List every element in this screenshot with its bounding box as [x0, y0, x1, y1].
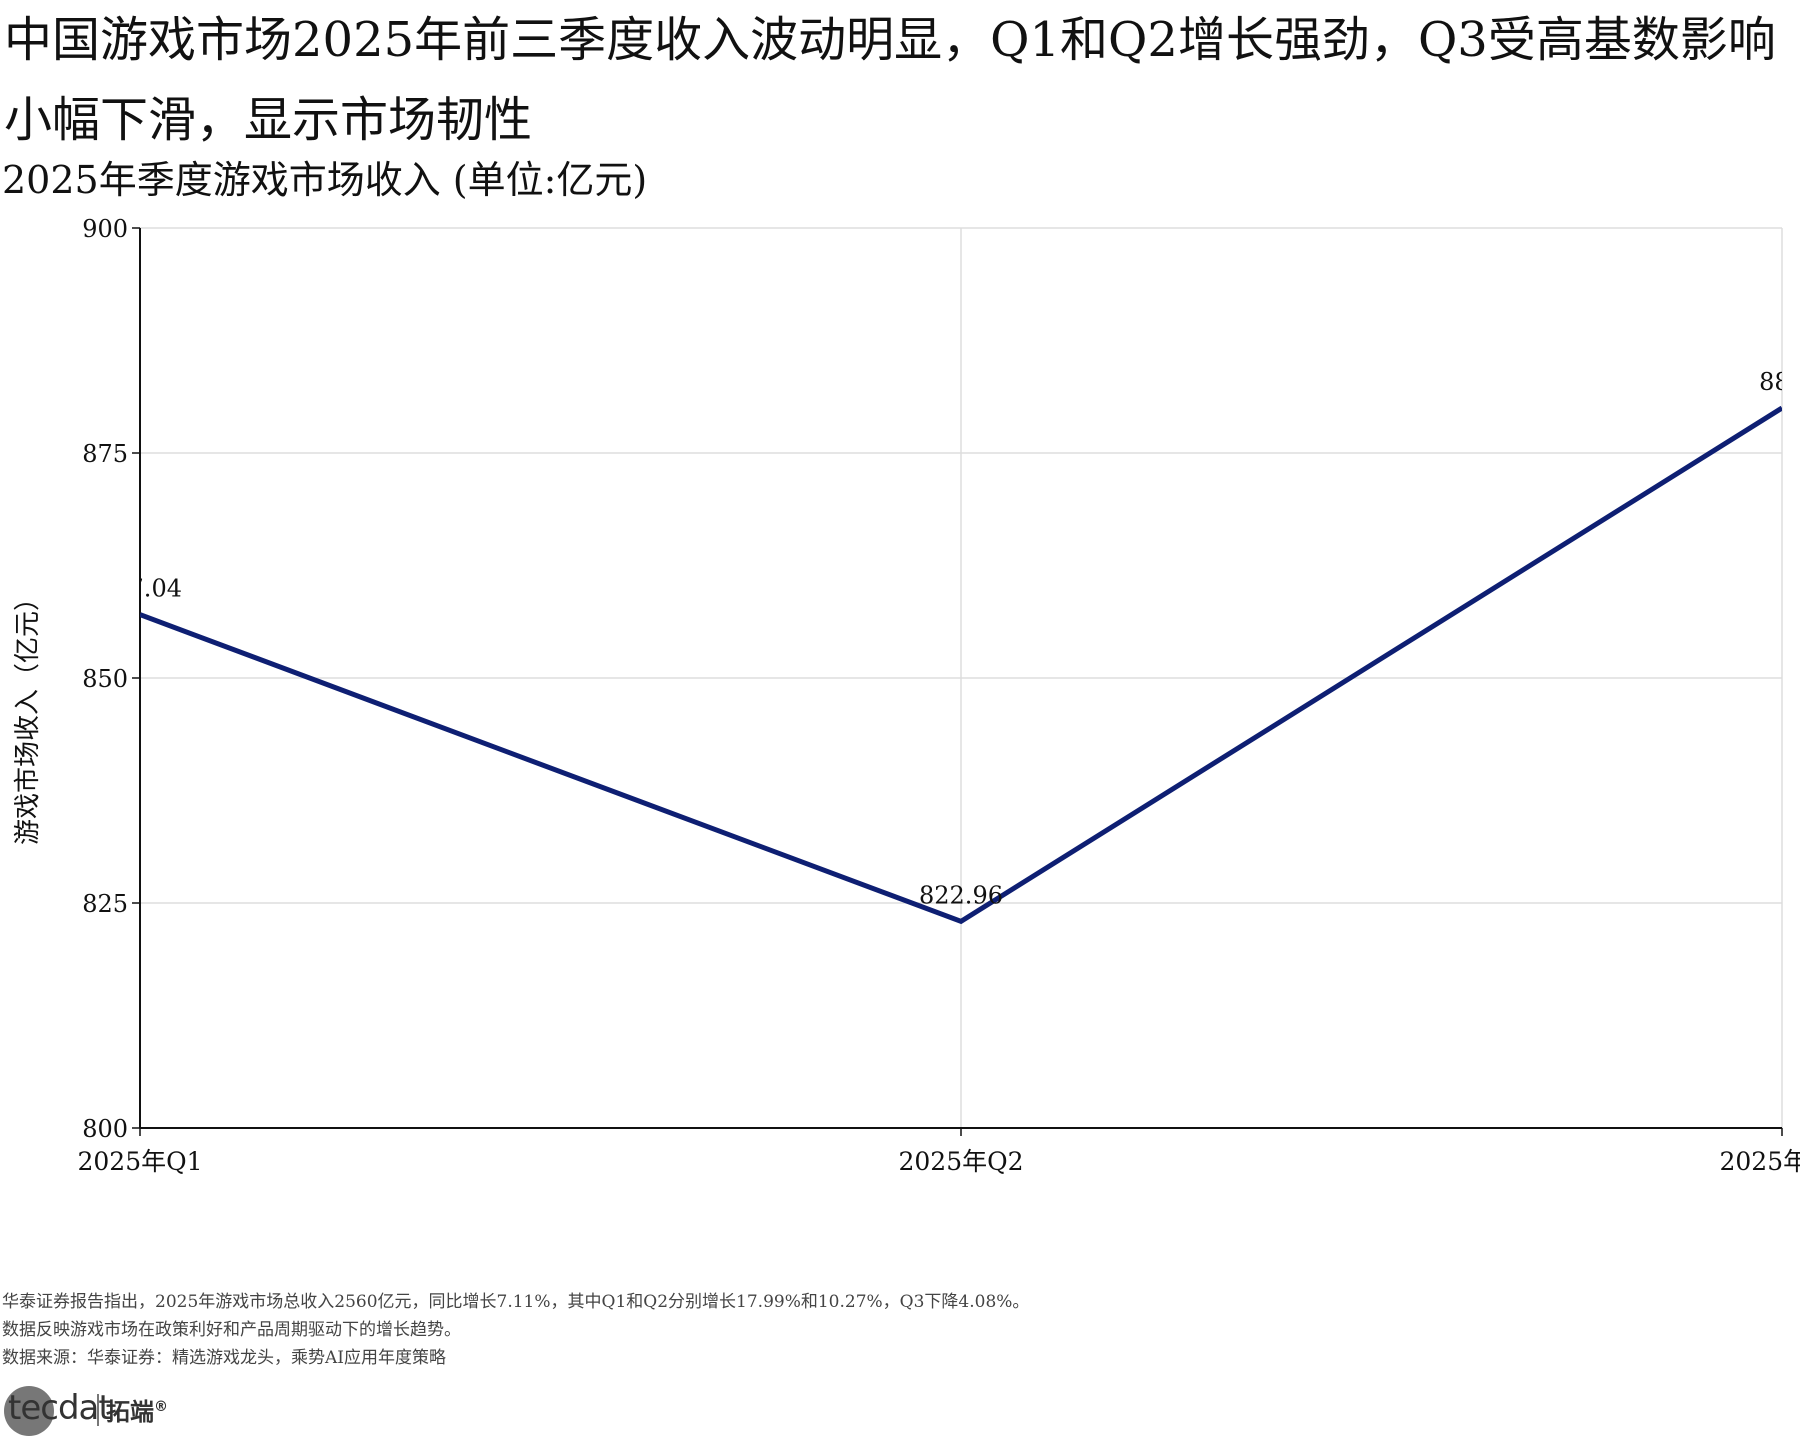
y-tick-label: 825 — [82, 890, 128, 918]
chart-subtitle: 2025年季度游戏市场收入 (单位:亿元) — [2, 158, 648, 202]
data-label: 822.96 — [919, 881, 1003, 909]
y-tick-label: 850 — [82, 665, 128, 693]
axes — [132, 227, 1783, 1136]
data-label: 880 — [1759, 368, 1800, 396]
series-group — [140, 405, 1782, 925]
footnote-1: 华泰证券报告指出，2025年游戏市场总收入2560亿元，同比增长7.11%，其中… — [2, 1292, 1030, 1312]
x-tick-label: 2025年Q1 — [77, 1147, 202, 1176]
series-line — [140, 405, 1782, 925]
footnote-2: 数据反映游戏市场在政策利好和产品周期驱动下的增长趋势。 — [2, 1320, 461, 1340]
data-labels: 857.04 822.96 880 — [98, 368, 1800, 909]
data-label: 857.04 — [98, 575, 182, 603]
logo-wordmark: tecdat — [8, 1388, 112, 1428]
brand-logo: tecdat 拓端® — [2, 1384, 202, 1440]
y-tick-label: 900 — [82, 215, 128, 243]
x-tick-label: 2025年Q2 — [898, 1147, 1023, 1176]
x-tick-label: 2025年Q3 — [1719, 1147, 1800, 1176]
logo-divider — [97, 1394, 99, 1426]
y-tick-label: 875 — [82, 440, 128, 468]
footnote-source: 数据来源：华泰证券：精选游戏龙头，乘势AI应用年度策略 — [2, 1348, 446, 1368]
y-tick-labels: 800 825 850 875 900 — [82, 215, 128, 1143]
chart-headline: 中国游戏市场2025年前三季度收入波动明显，Q1和Q2增长强劲，Q3受高基数影响… — [4, 12, 1776, 148]
line-chart: 800 825 850 875 900 2025年Q1 2025年Q2 2025年Q3 85… — [13, 215, 1800, 1176]
y-axis-label: 游戏市场收入（亿元） — [13, 585, 43, 845]
logo-circle-icon — [4, 1386, 54, 1436]
grid-lines — [140, 227, 1783, 1128]
y-tick-label: 800 — [82, 1115, 128, 1143]
logo-cn: 拓端® — [106, 1398, 168, 1426]
x-tick-labels: 2025年Q1 2025年Q2 2025年Q3 — [77, 1147, 1800, 1176]
